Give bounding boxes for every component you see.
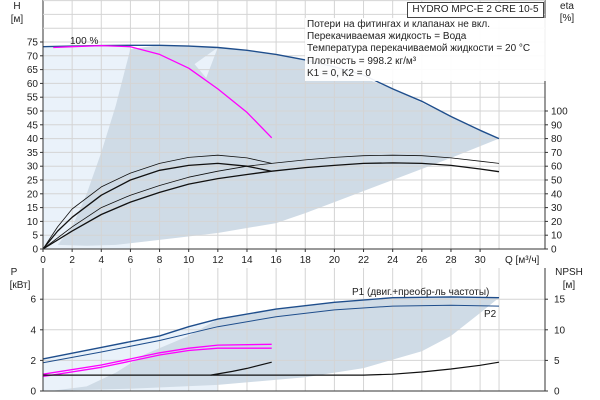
bottom-y2-tick-label: 10 [554,325,566,336]
top-y2-axis-label: eta [560,1,574,12]
top-x-tick-label: 20 [329,255,341,266]
top-x-axis-label: Q [м³/ч] [505,255,540,266]
top-y-tick-label: 35 [27,148,39,159]
top-y-tick-label: 10 [27,217,39,228]
top-x-tick-label: 18 [300,255,312,266]
top-x-tick-label: 12 [212,255,224,266]
top-series-eta_2pump_b [42,162,500,250]
top-y2-tick-label: 40 [551,189,563,200]
top-x-tick-label: 26 [416,255,428,266]
top-y2-tick-label: 90 [551,120,563,131]
top-y2-tick-label: 30 [551,203,563,214]
top-series-head_reduced [53,44,273,139]
top-y2-axis-unit: [%] [560,13,575,24]
info-box: Потери на фитингах и клапанах не вкл. Пе… [305,18,546,82]
bottom-series-npsh_2pump [43,361,500,376]
bottom-area-operating [50,296,500,391]
top-y-tick-label: 65 [27,65,39,76]
bottom-y-tick-label: 6 [30,295,36,306]
legend-p2: P2 [484,309,497,320]
top-x-tick-label: 2 [69,255,75,266]
top-y-tick-label: 25 [27,176,39,187]
top-series-eta_2pump_a [42,154,500,250]
top-y2-tick-label: 10 [551,231,563,242]
top-y-tick-label: 50 [27,107,39,118]
top-x-tick-label: 16 [271,255,283,266]
top-y2-tick-label: 60 [551,162,563,173]
bottom-y-axis-label: P [11,267,18,278]
bottom-y-tick-label: 2 [30,356,36,367]
bottom-y2-tick-label: 5 [554,356,560,367]
top-y2-tick-label: 50 [551,176,563,187]
top-y-tick-label: 60 [27,79,39,90]
top-y-tick-label: 70 [27,51,39,62]
top-x-tick-label: 14 [241,255,253,266]
top-y-tick-label: 40 [27,134,39,145]
top-x-tick-label: 4 [98,255,104,266]
bottom-series-p2 [42,304,500,364]
top-y-tick-label: 5 [32,231,38,242]
top-x-tick-label: 6 [128,255,134,266]
top-y2-tick-label: 20 [551,217,563,228]
top-x-tick-label: 0 [40,255,46,266]
top-y2-tick-label: 100 [551,107,568,118]
top-y-tick-label: 20 [27,189,39,200]
bottom-series-p1 [42,296,500,360]
model-title: HYDRO MPC-E 2 CRE 10-5 [407,2,544,18]
info-line: Потери на фитингах и клапанах не вкл. [307,19,490,30]
info-line: Перекачиваемая жидкость = Вода [307,31,467,43]
info-line: Плотность = 998.2 кг/м³ [307,55,417,67]
top-y2-tick-label: 0 [551,245,557,256]
bottom-y2-axis-label: NPSH [555,267,583,278]
top-series-eta_1pump_a [42,154,272,250]
top-y2-tick-label: 80 [551,134,563,145]
top-x-tick-label: 22 [358,255,370,266]
bottom-y-axis-unit: [кВт] [10,280,31,291]
bottom-y-tick-label: 0 [30,387,36,398]
bottom-y2-tick-label: 15 [554,295,566,306]
top-x-tick-label: 30 [475,255,487,266]
top-y-tick-label: 45 [27,120,39,131]
top-y-tick-label: 55 [27,93,39,104]
top-x-tick-label: 24 [387,255,399,266]
top-y-axis-unit: [м] [11,14,24,25]
top-y-tick-label: 0 [32,245,38,256]
top-area-extended_notch [194,47,218,78]
top-x-tick-label: 8 [157,255,163,266]
top-y-tick-label: 30 [27,162,39,173]
top-y-tick-label: 75 [27,38,39,49]
top-series-head_100 [42,44,500,140]
top-x-tick-label: 28 [445,255,457,266]
bottom-series-npsh_1pump [210,361,272,376]
legend-p1: P1 (двиг.+преобр-ль частоты) [352,286,489,298]
bottom-y-tick-label: 4 [30,325,36,336]
top-x-tick-label: 10 [183,255,195,266]
top-y2-tick-label: 70 [551,148,563,159]
bottom-series-p1_reduced [42,343,272,375]
info-line: Температура перекачиваемой жидкости = 20… [307,43,531,55]
bottom-y2-tick-label: 0 [554,387,560,398]
top-y-axis-label: H [13,1,20,12]
top-series-eta_1pump_b [42,162,272,250]
bottom-series-p2_reduced [42,347,272,378]
top-area-operating [57,45,499,246]
speed-annotation: 100 % [70,36,98,47]
info-line: K1 = 0, K2 = 0 [307,67,371,79]
bottom-y2-axis-unit: [м] [563,280,576,291]
top-y-tick-label: 15 [27,203,39,214]
